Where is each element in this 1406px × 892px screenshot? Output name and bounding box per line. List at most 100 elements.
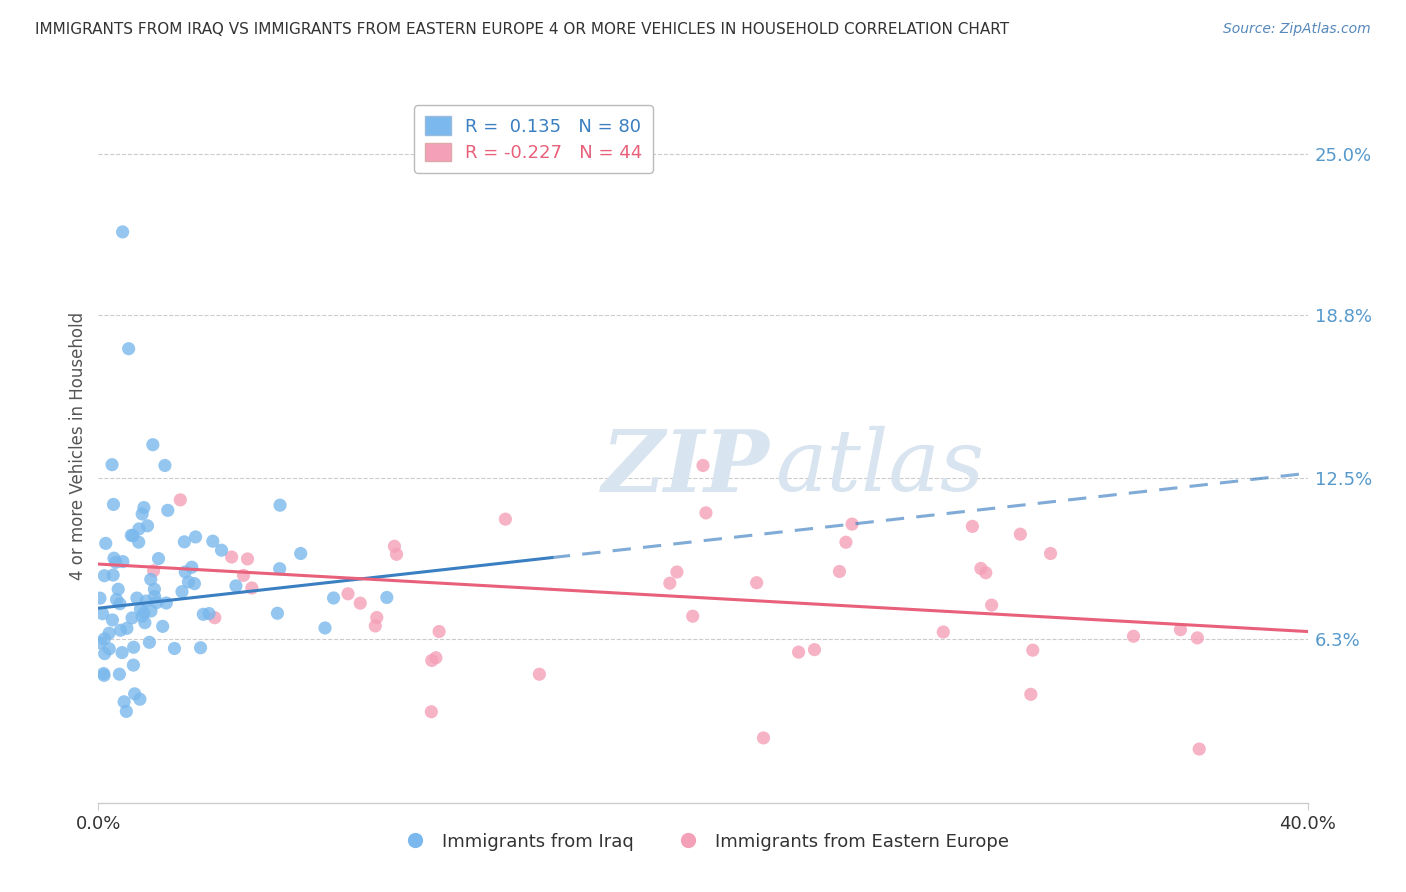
Point	[98, 626, 121, 640]
Point	[269, 498, 291, 512]
Point	[143, 590, 166, 604]
Point	[314, 621, 336, 635]
Point	[93, 668, 115, 682]
Point	[980, 598, 1002, 612]
Point	[494, 512, 516, 526]
Point	[658, 576, 681, 591]
Point	[146, 595, 169, 609]
Point	[384, 539, 406, 553]
Point	[108, 667, 131, 681]
Point	[787, 645, 810, 659]
Point	[236, 552, 259, 566]
Point	[204, 611, 226, 625]
Point	[337, 587, 360, 601]
Point	[752, 731, 775, 745]
Point	[269, 562, 291, 576]
Point	[122, 658, 145, 673]
Point	[101, 613, 124, 627]
Point	[225, 579, 247, 593]
Point	[132, 500, 155, 515]
Point	[121, 529, 143, 543]
Point	[1019, 687, 1042, 701]
Point	[1187, 631, 1209, 645]
Point	[121, 611, 143, 625]
Point	[103, 551, 125, 566]
Point	[841, 517, 863, 532]
Point	[93, 632, 115, 646]
Point	[974, 566, 997, 580]
Point	[155, 596, 177, 610]
Point	[201, 534, 224, 549]
Y-axis label: 4 or more Vehicles in Household: 4 or more Vehicles in Household	[69, 312, 87, 580]
Point	[174, 565, 197, 579]
Point	[932, 625, 955, 640]
Point	[128, 535, 150, 549]
Point	[120, 528, 142, 542]
Point	[153, 458, 176, 473]
Point	[131, 507, 153, 521]
Point	[177, 574, 200, 589]
Point	[183, 576, 205, 591]
Point	[136, 518, 159, 533]
Point	[682, 609, 704, 624]
Point	[1170, 623, 1192, 637]
Point	[93, 666, 115, 681]
Point	[111, 646, 134, 660]
Point	[94, 536, 117, 550]
Point	[142, 564, 165, 578]
Point	[143, 582, 166, 597]
Point	[240, 581, 263, 595]
Point	[193, 607, 215, 622]
Point	[89, 636, 111, 650]
Point	[125, 591, 148, 605]
Point	[425, 650, 447, 665]
Point	[529, 667, 551, 681]
Point	[91, 607, 114, 621]
Point	[665, 565, 688, 579]
Point	[322, 591, 344, 605]
Point	[134, 615, 156, 630]
Point	[970, 561, 993, 575]
Point	[180, 560, 202, 574]
Text: ZIP: ZIP	[602, 425, 769, 509]
Point	[1122, 629, 1144, 643]
Point	[173, 534, 195, 549]
Point	[828, 565, 851, 579]
Point	[232, 568, 254, 582]
Point	[110, 624, 132, 638]
Point	[115, 705, 138, 719]
Point	[1022, 643, 1045, 657]
Point	[835, 535, 858, 549]
Point	[364, 619, 387, 633]
Point	[211, 543, 233, 558]
Point	[266, 607, 288, 621]
Point	[93, 647, 115, 661]
Point	[98, 641, 121, 656]
Point	[152, 619, 174, 633]
Point	[375, 591, 398, 605]
Point	[170, 584, 193, 599]
Point	[139, 573, 162, 587]
Point	[131, 609, 153, 624]
Point	[118, 342, 141, 356]
Text: atlas: atlas	[776, 426, 984, 508]
Point	[111, 225, 134, 239]
Point	[129, 602, 152, 616]
Point	[803, 642, 825, 657]
Point	[148, 551, 170, 566]
Point	[108, 597, 131, 611]
Text: IMMIGRANTS FROM IRAQ VS IMMIGRANTS FROM EASTERN EUROPE 4 OR MORE VEHICLES IN HOU: IMMIGRANTS FROM IRAQ VS IMMIGRANTS FROM …	[35, 22, 1010, 37]
Point	[385, 547, 408, 561]
Point	[135, 594, 157, 608]
Legend: Immigrants from Iraq, Immigrants from Eastern Europe: Immigrants from Iraq, Immigrants from Ea…	[389, 826, 1017, 858]
Point	[427, 624, 450, 639]
Point	[366, 610, 388, 624]
Point	[420, 653, 443, 667]
Point	[290, 546, 312, 560]
Point	[107, 582, 129, 597]
Point	[695, 506, 717, 520]
Point	[349, 596, 371, 610]
Point	[132, 606, 155, 620]
Point	[163, 641, 186, 656]
Point	[111, 555, 134, 569]
